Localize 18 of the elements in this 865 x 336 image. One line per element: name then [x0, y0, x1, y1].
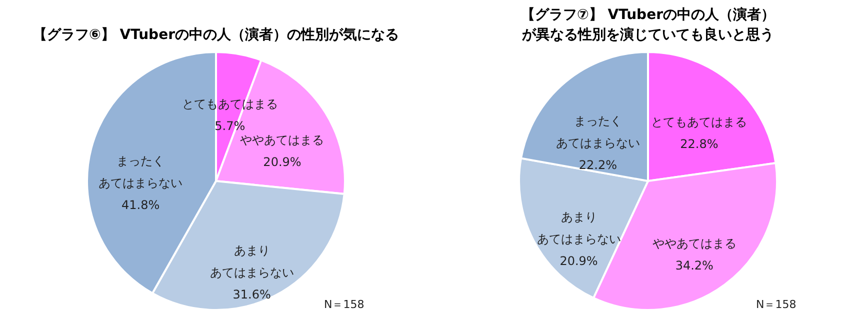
text: N＝158 [324, 298, 364, 311]
data-label: 31.6% [232, 287, 271, 302]
slice-label: ややあてはまる [652, 236, 736, 251]
text: N＝158 [756, 298, 796, 311]
data-label: 20.9% [560, 254, 598, 268]
slice-label: とてもあてはまる [651, 115, 748, 130]
data-label: 22.2% [578, 158, 618, 172]
data-label: 34.2% [675, 258, 714, 273]
data-label: 41.8% [122, 198, 160, 212]
data-label: 22.8% [680, 137, 718, 152]
slice-label: あまりあてはまらない [536, 210, 621, 246]
chart-title: 【グラフ⑥】 VTuberの中の人（演者）の性別が気になる [33, 26, 399, 43]
slice-label: ややあてはまる [240, 132, 324, 147]
slice-label: まったくあてはまらない [98, 154, 183, 190]
slice-label: まったくあてはまらない [556, 114, 640, 150]
slice-label: あまりあてはまらない [210, 243, 294, 280]
data-label: 20.9% [263, 154, 302, 169]
chart-title: 【グラフ⑦】 VTuberの中の人（演者）が異なる性別を演じていても良いと思う [521, 6, 775, 43]
